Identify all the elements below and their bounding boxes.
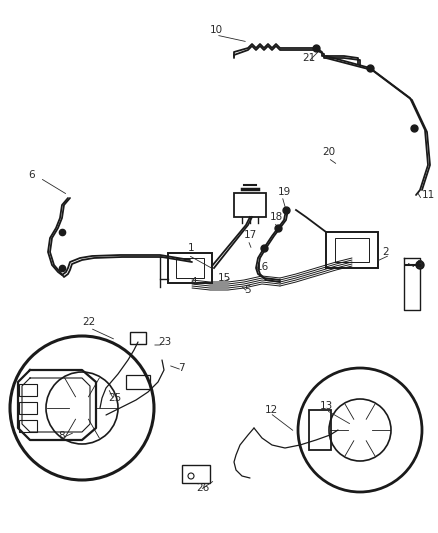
- Text: 21: 21: [301, 53, 314, 63]
- Text: 15: 15: [218, 273, 231, 283]
- Text: 2: 2: [381, 247, 388, 257]
- Circle shape: [415, 261, 423, 269]
- Text: 1: 1: [187, 243, 194, 253]
- Text: 18: 18: [269, 212, 283, 222]
- Text: 3: 3: [415, 260, 422, 270]
- Text: 5: 5: [244, 285, 250, 295]
- Text: 12: 12: [265, 405, 278, 415]
- Text: 22: 22: [82, 317, 95, 327]
- Text: 7: 7: [177, 363, 184, 373]
- Text: 4: 4: [190, 277, 196, 287]
- Text: 26: 26: [195, 483, 209, 493]
- Text: 19: 19: [277, 187, 290, 197]
- Text: 13: 13: [319, 401, 332, 411]
- Text: 23: 23: [158, 337, 171, 347]
- Text: 17: 17: [244, 230, 257, 240]
- Text: 10: 10: [209, 25, 223, 35]
- Text: 6: 6: [28, 170, 35, 180]
- Text: 16: 16: [255, 262, 268, 272]
- Text: 8: 8: [58, 431, 64, 441]
- Text: 11: 11: [421, 190, 434, 200]
- Text: 20: 20: [321, 147, 334, 157]
- Text: 25: 25: [108, 393, 121, 403]
